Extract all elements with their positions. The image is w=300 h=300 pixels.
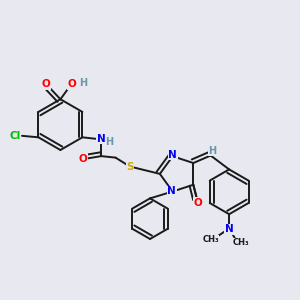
Text: H: H: [105, 137, 113, 147]
Text: N: N: [168, 150, 177, 160]
Text: CH₃: CH₃: [232, 238, 249, 247]
Text: H: H: [79, 78, 88, 88]
Text: S: S: [126, 162, 134, 172]
Text: O: O: [78, 154, 87, 164]
Text: Cl: Cl: [10, 131, 21, 141]
Text: N: N: [97, 134, 106, 144]
Text: CH₃: CH₃: [202, 235, 219, 244]
Text: N: N: [225, 224, 233, 234]
Text: O: O: [67, 79, 76, 89]
Text: H: H: [208, 146, 216, 156]
Text: N: N: [167, 187, 176, 196]
Text: O: O: [193, 198, 202, 208]
Text: O: O: [41, 79, 50, 89]
